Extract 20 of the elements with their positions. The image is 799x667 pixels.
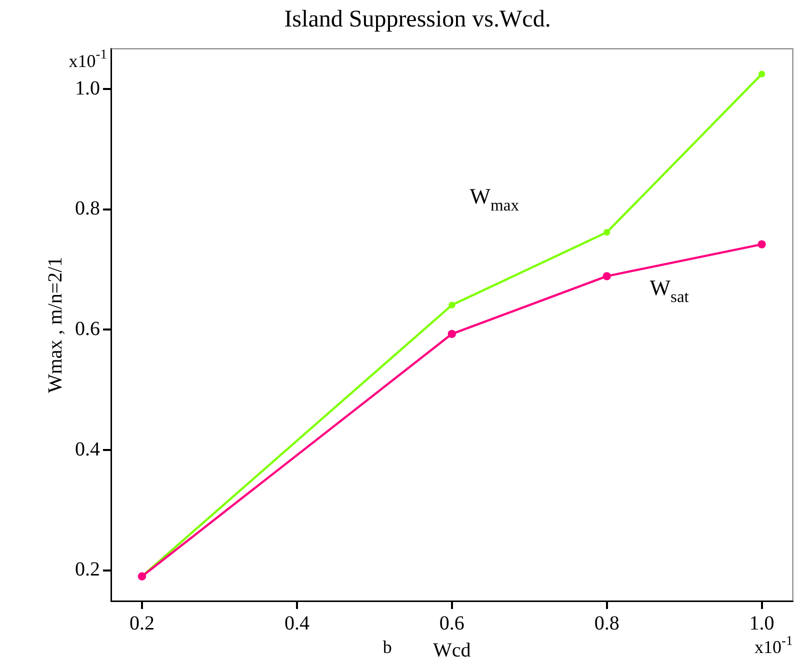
point xyxy=(758,70,766,78)
point xyxy=(448,302,456,308)
x-tick-label: 0.2 xyxy=(129,612,154,634)
point xyxy=(602,272,611,280)
x-axis-title: Wcd xyxy=(433,639,471,662)
y-tick-label: 0.8 xyxy=(75,198,100,220)
x-tick-label: 1.0 xyxy=(749,612,774,634)
y-tick-label: 0.4 xyxy=(75,438,100,460)
x-tick-label: 0.8 xyxy=(594,612,620,634)
y-axis-title: Wmax , m/n=2/1 xyxy=(44,256,66,394)
x-tick-label: 0.4 xyxy=(284,612,310,634)
x-tick-label: 0.6 xyxy=(439,612,464,634)
y-tick-label: 0.6 xyxy=(75,318,100,340)
point xyxy=(448,330,456,338)
text: b xyxy=(382,637,392,657)
y-tick-label: 1.0 xyxy=(75,77,100,100)
point xyxy=(604,228,610,236)
y-tick-label: 0.2 xyxy=(75,558,100,581)
chart-title: Island Suppression vs.Wcd. xyxy=(284,6,551,33)
point xyxy=(758,240,766,248)
